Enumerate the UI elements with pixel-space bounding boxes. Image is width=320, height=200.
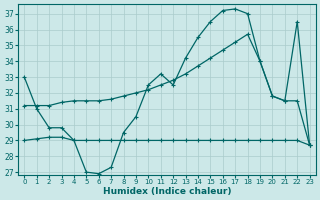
X-axis label: Humidex (Indice chaleur): Humidex (Indice chaleur)	[103, 187, 231, 196]
